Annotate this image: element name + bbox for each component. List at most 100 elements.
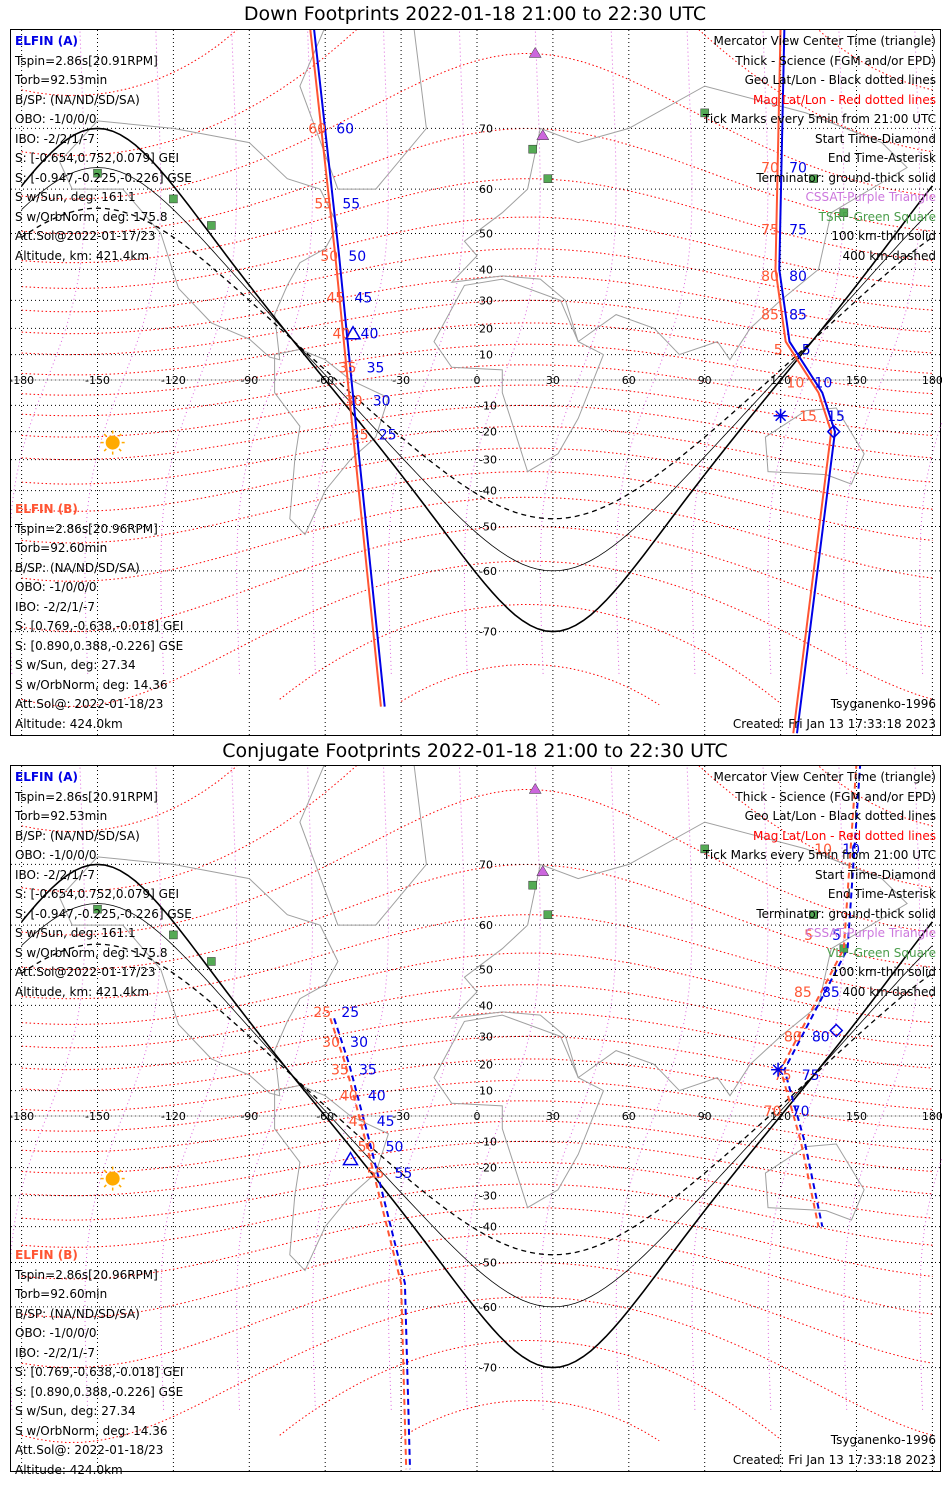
info-line: S w/OrbNorm, deg: 175.8 <box>15 209 168 224</box>
lat-label: 60 <box>479 919 493 932</box>
continent-outline <box>433 1014 605 1209</box>
mag-lat-line <box>21 496 933 582</box>
continent-outline <box>274 348 390 536</box>
info-line: S: [0.769,-0.638,-0.018] GEI <box>15 1365 184 1379</box>
lat-label: -10 <box>479 399 497 412</box>
tick-label-a: 5 <box>802 342 811 358</box>
mag-lon-line <box>84 766 162 1410</box>
info-line: S w/OrbNorm, deg: 14.36 <box>15 677 168 692</box>
tick-label-b: 45 <box>326 290 344 306</box>
tick-label-a: 35 <box>359 1063 377 1079</box>
info-line: S: [0.769,-0.638,-0.018] GEI <box>15 619 184 633</box>
tick-label-a: 50 <box>348 249 366 265</box>
mag-lon-line <box>615 30 693 674</box>
info-line: S w/Sun, deg: 161.1 <box>15 926 136 940</box>
lat-label: 70 <box>479 858 493 871</box>
legend-item: Thick - Science (FGM and/or EPD) <box>735 53 936 68</box>
terminator-100km <box>21 167 933 572</box>
legend-item: 100 km-thin solid <box>831 229 936 243</box>
lon-label: 0 <box>474 374 481 387</box>
sun-icon <box>105 435 120 450</box>
mag-lon-line <box>312 766 389 1410</box>
lat-label: -20 <box>479 426 497 439</box>
lon-label: -90 <box>240 374 258 387</box>
station-square <box>169 930 178 940</box>
legend: Mercator View Center Time (triangle) Thic… <box>703 32 936 266</box>
lat-label: 70 <box>479 122 493 135</box>
sun-icon <box>105 1171 120 1186</box>
info-line: IBO: -2/2/1/-7 <box>15 1345 95 1360</box>
legend-item: Terminator: ground-thick solid <box>756 170 936 185</box>
terminator-100km <box>21 903 933 1308</box>
tick-label-b: 10 <box>814 842 832 858</box>
tick-label-a: 75 <box>789 223 807 239</box>
legend-item: Tick Marks every 5min from 21:00 UTC <box>702 848 936 862</box>
elfin-a-track-b <box>778 30 837 734</box>
map-panel-down: -180 -150 -120 -90 -60 -30 0 30 60 90 120 150 180 70 6… <box>10 29 942 737</box>
station-square <box>528 880 537 890</box>
tick-label-a: 10 <box>814 376 832 392</box>
lat-label: 10 <box>479 349 493 362</box>
tick-label-a: 80 <box>789 269 807 285</box>
tick-label-a: 35 <box>367 360 385 376</box>
terminator-400km <box>21 207 933 520</box>
tick-label-a: 15 <box>827 409 845 425</box>
mag-lon-line <box>387 30 465 674</box>
lat-label: 40 <box>479 263 493 276</box>
mag-lon-line <box>463 766 541 1410</box>
lon-label: -180 <box>11 374 34 387</box>
map-svg-down: -180 -150 -120 -90 -60 -30 0 30 60 90 120 150 180706… <box>11 30 942 737</box>
start-diamond <box>826 424 841 439</box>
tick-label-b: 80 <box>784 1029 802 1045</box>
map-svg-conjugate: -180 -150 -120 -90 -60 -30 0 30 60 90 120 150 180706… <box>11 766 942 1473</box>
info-line: IBO: -2/2/1/-7 <box>15 867 95 882</box>
sun-ray <box>103 1184 107 1188</box>
tick-label-b: 30 <box>322 1035 340 1051</box>
center-triangle <box>342 1151 359 1166</box>
lat-label: 40 <box>479 999 493 1012</box>
info-line: S: [-0.947,-0.225,-0.226] GSE <box>15 906 192 921</box>
info-line: Tspin=2.86s[20.91RPM] <box>15 53 158 68</box>
mag-lon-line <box>539 766 617 1410</box>
terminator-ground <box>20 127 934 633</box>
tick-label-a: 60 <box>336 121 354 137</box>
tick-label-a: 25 <box>341 1005 359 1021</box>
info-line: IBO: -2/2/1/-7 <box>15 599 95 614</box>
tick-label-a: 45 <box>377 1114 395 1130</box>
tick-label-b: 85 <box>794 985 812 1001</box>
elfin-b-track-a <box>329 1017 408 1470</box>
mag-lat-line <box>400 663 660 706</box>
info-line: Att.Sol@: 2022-01-18/23 <box>15 697 164 711</box>
elfin-a-track <box>313 30 386 707</box>
legend-item: 400 km-dashed <box>842 984 936 999</box>
tick-label-b: 40 <box>340 1089 358 1105</box>
elfin-a-info: ELFIN (A) Tspin=2.86s[20.91RPM] Torb=92.53… <box>15 32 192 266</box>
sun-ray <box>118 1169 122 1173</box>
lat-label: -30 <box>479 1190 497 1203</box>
legend-item: Mag Lat/Lon - Red dotted lines <box>752 92 936 107</box>
lon-label: 60 <box>622 1110 636 1123</box>
mag-lat-line <box>21 216 933 289</box>
tick-label-a: 30 <box>350 1035 368 1051</box>
tick-label-b: 35 <box>339 360 357 376</box>
lon-label: 150 <box>846 1110 867 1123</box>
lat-label: -10 <box>479 1135 497 1148</box>
station-square <box>93 168 102 178</box>
continent-outline <box>274 1084 390 1272</box>
lon-label: -90 <box>240 1110 258 1123</box>
lon-label: 90 <box>698 1110 712 1123</box>
info-line: S: [-0.654,0.752,0.079] GEI <box>15 887 180 901</box>
mag-lon-line <box>387 766 465 1410</box>
station-square <box>809 174 818 183</box>
sun-ray <box>103 448 107 452</box>
mag-lon-line <box>160 30 238 674</box>
legend-item: Geo Lat/Lon - Black dotted lines <box>744 73 936 87</box>
info-line: Torb=92.60min <box>15 1287 108 1301</box>
station-square <box>528 144 537 154</box>
lat-label: -30 <box>479 454 497 467</box>
legend-item: Tick Marks every 5min from 21:00 UTC <box>702 112 936 126</box>
station-square <box>93 904 102 914</box>
legend-item: Mag Lat/Lon - Red dotted lines <box>752 828 936 843</box>
mag-lat-line <box>21 1261 933 1369</box>
lat-label: 30 <box>479 294 493 307</box>
